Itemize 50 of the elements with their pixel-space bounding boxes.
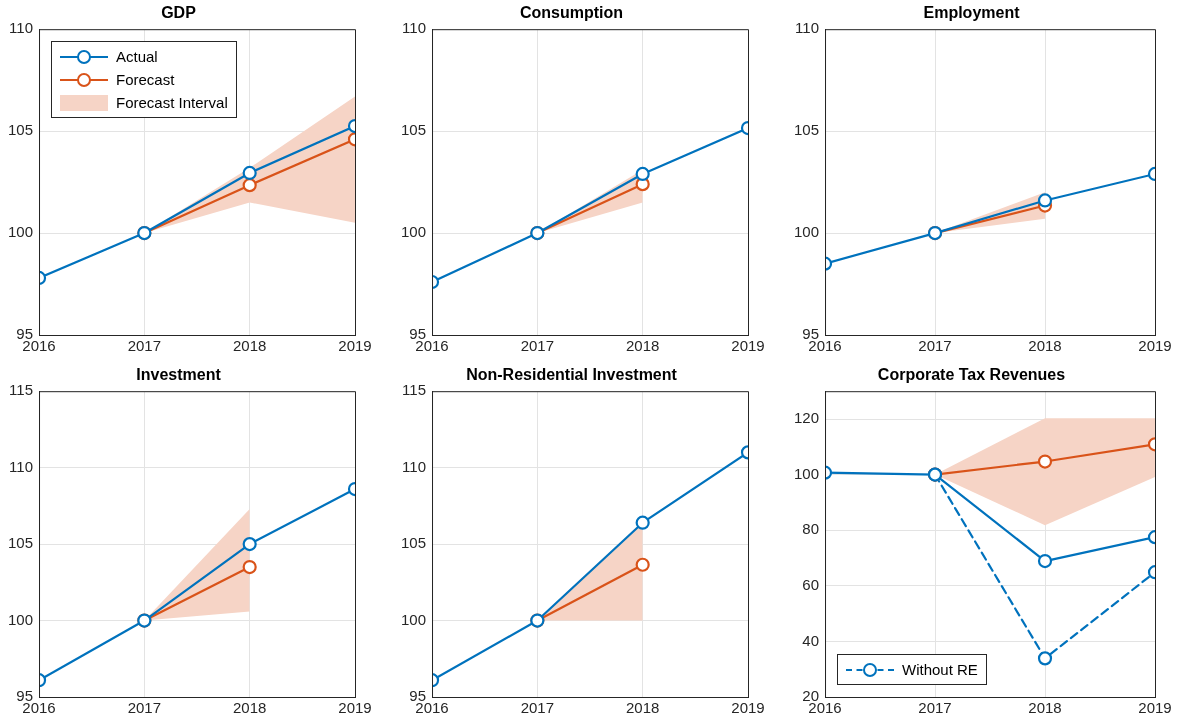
legend-label: Forecast [116,71,175,89]
y-tick-label: 100 [794,464,820,482]
x-tick-label: 2017 [127,337,162,355]
legend-label: Without RE [902,661,978,678]
x-tick-label: 2017 [127,699,162,717]
x-tick-label: 2019 [338,699,372,717]
y-tick-label: 115 [402,381,427,399]
x-tick-label: 2017 [918,699,952,717]
y-tick-label: 100 [401,223,427,241]
y-tick-label: 110 [9,457,34,475]
y-tick-label: 105 [401,534,427,552]
x-tick-label: 2019 [731,337,765,355]
y-tick-label: 110 [402,457,427,475]
chart-title: Consumption [519,4,624,22]
y-tick-label: 105 [8,121,34,139]
chart-title: Corporate Tax Revenues [877,366,1066,384]
chart-title: Non-Residential Investment [466,366,678,384]
y-tick-label: 115 [9,381,34,399]
chart-title: Employment [923,4,1021,22]
x-tick-label: 2018 [625,337,660,355]
y-tick-label: 105 [8,534,34,552]
y-tick-label: 40 [802,631,820,649]
chart-title: GDP [161,4,197,22]
x-tick-label: 2018 [625,699,660,717]
x-tick-label: 2019 [1138,337,1172,355]
y-tick-label: 105 [401,121,427,139]
chart-title: Investment [136,366,222,384]
y-tick-label: 110 [9,19,34,37]
x-tick-label: 2018 [232,699,267,717]
y-tick-label: 110 [795,19,820,37]
x-tick-label: 2017 [918,337,952,355]
y-tick-label: 100 [401,610,427,628]
x-tick-label: 2018 [232,337,267,355]
x-tick-label: 2019 [1138,699,1172,717]
x-tick-label: 2017 [520,699,555,717]
legend-label: Actual [116,48,158,66]
y-tick-label: 110 [402,19,427,37]
x-tick-label: 2019 [338,337,372,355]
x-tick-label: 2019 [731,699,765,717]
y-tick-label: 100 [794,223,820,241]
y-tick-label: 120 [794,409,820,427]
y-tick-label: 60 [802,575,820,593]
y-tick-label: 100 [8,610,34,628]
y-tick-label: 105 [794,121,820,139]
y-tick-label: 80 [802,520,820,538]
x-tick-label: 2017 [520,337,555,355]
x-tick-label: 2018 [1028,699,1062,717]
y-tick-label: 100 [8,223,34,241]
x-tick-label: 2018 [1028,337,1062,355]
annotation: Forecast Interval [116,94,228,112]
